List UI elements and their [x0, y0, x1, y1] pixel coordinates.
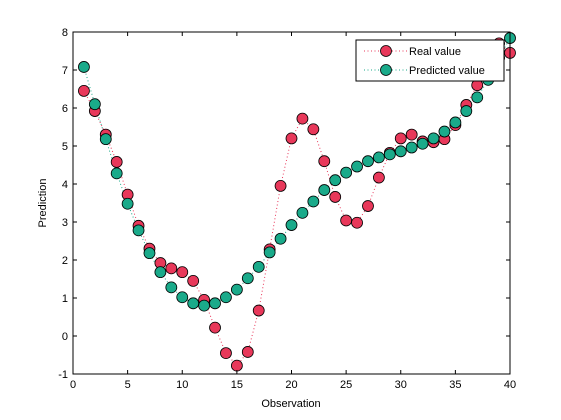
data-point-1-5 [132, 224, 145, 237]
x-tick-label-5: 25 [340, 379, 352, 391]
y-tick-label-0: -1 [58, 369, 68, 381]
data-point-0-24 [340, 214, 353, 227]
data-point-1-29 [394, 145, 407, 158]
data-point-1-8 [165, 281, 178, 294]
data-point-0-27 [372, 171, 385, 184]
x-tick-label-0: 0 [70, 379, 76, 391]
data-point-0-18 [274, 179, 287, 192]
data-point-0-9 [176, 266, 189, 279]
data-point-1-6 [143, 247, 156, 260]
data-point-1-2 [99, 133, 112, 146]
y-tick-label-1: 0 [62, 331, 68, 343]
data-point-1-26 [362, 155, 374, 168]
plot-area [73, 32, 510, 374]
data-point-1-28 [383, 148, 396, 161]
y-tick-label-2: 1 [62, 293, 68, 305]
x-tick-label-3: 15 [231, 379, 243, 391]
data-point-0-25 [351, 216, 363, 229]
y-tick-label-5: 4 [62, 179, 68, 191]
data-point-1-14 [230, 283, 243, 296]
data-point-0-30 [405, 128, 418, 141]
legend: Real value Predicted value [355, 39, 505, 82]
legend-marker-real [380, 45, 392, 57]
series-layer [78, 32, 516, 372]
data-point-1-12 [209, 297, 221, 310]
data-point-0-23 [329, 191, 342, 203]
data-point-1-16 [252, 260, 265, 273]
data-point-1-31 [416, 137, 429, 150]
data-point-1-22 [318, 184, 331, 196]
data-point-1-32 [427, 132, 440, 145]
x-tick-label-7: 35 [449, 379, 461, 391]
x-axis-label: Observation [261, 398, 320, 410]
data-point-1-17 [263, 246, 276, 259]
y-tick-label-3: 2 [62, 255, 68, 267]
data-point-1-4 [121, 197, 134, 210]
data-point-1-3 [110, 167, 123, 180]
data-point-1-24 [340, 166, 353, 179]
data-point-1-7 [154, 266, 167, 279]
legend-marker-predicted [380, 64, 392, 76]
data-point-0-29 [394, 132, 407, 145]
data-point-1-27 [372, 151, 385, 164]
legend-box [355, 39, 505, 82]
data-point-1-23 [329, 174, 342, 187]
data-point-0-26 [362, 200, 374, 212]
data-point-0-14 [230, 359, 243, 372]
data-point-1-34 [449, 116, 462, 129]
x-tick-label-1: 5 [125, 379, 131, 391]
data-point-0-10 [187, 274, 200, 287]
data-point-1-36 [471, 91, 484, 104]
data-point-0-21 [307, 123, 320, 136]
data-point-1-25 [351, 160, 363, 173]
data-point-1-33 [438, 125, 451, 138]
data-point-1-11 [198, 299, 211, 312]
data-point-0-15 [241, 346, 254, 358]
y-tick-label-6: 5 [62, 141, 68, 153]
data-point-0-0 [78, 85, 90, 97]
y-axis-label: Prediction [37, 179, 49, 228]
legend-label-predicted: Predicted value [409, 65, 485, 77]
data-point-1-1 [88, 98, 101, 111]
legend-label-real: Real value [409, 46, 461, 58]
series-line-1 [83, 37, 511, 307]
data-point-0-12 [209, 321, 221, 334]
data-point-1-10 [187, 297, 200, 310]
data-point-0-20 [296, 112, 309, 125]
y-tick-label-4: 3 [62, 217, 68, 229]
y-tick-label-7: 6 [62, 103, 68, 115]
y-tick-label-8: 7 [62, 65, 68, 77]
data-point-0-19 [285, 132, 298, 145]
data-point-1-19 [285, 219, 298, 231]
data-point-0-3 [110, 156, 123, 168]
y-tick-label-9: 8 [62, 27, 68, 39]
data-point-0-22 [318, 155, 331, 168]
x-tick-label-2: 10 [176, 379, 188, 391]
data-point-1-20 [296, 206, 309, 219]
data-point-1-18 [274, 232, 287, 245]
data-point-0-16 [252, 304, 265, 317]
data-point-1-15 [241, 272, 254, 285]
data-point-1-30 [405, 141, 418, 154]
data-point-1-35 [460, 105, 473, 117]
x-tick-label-6: 30 [395, 379, 407, 391]
data-point-1-13 [220, 291, 232, 304]
data-point-0-8 [165, 262, 178, 275]
data-point-1-21 [307, 195, 320, 208]
data-point-1-0 [78, 61, 90, 73]
data-point-1-9 [176, 291, 189, 304]
x-tick-label-4: 20 [285, 379, 297, 391]
data-point-0-13 [220, 347, 232, 360]
x-tick-label-8: 40 [504, 379, 516, 391]
